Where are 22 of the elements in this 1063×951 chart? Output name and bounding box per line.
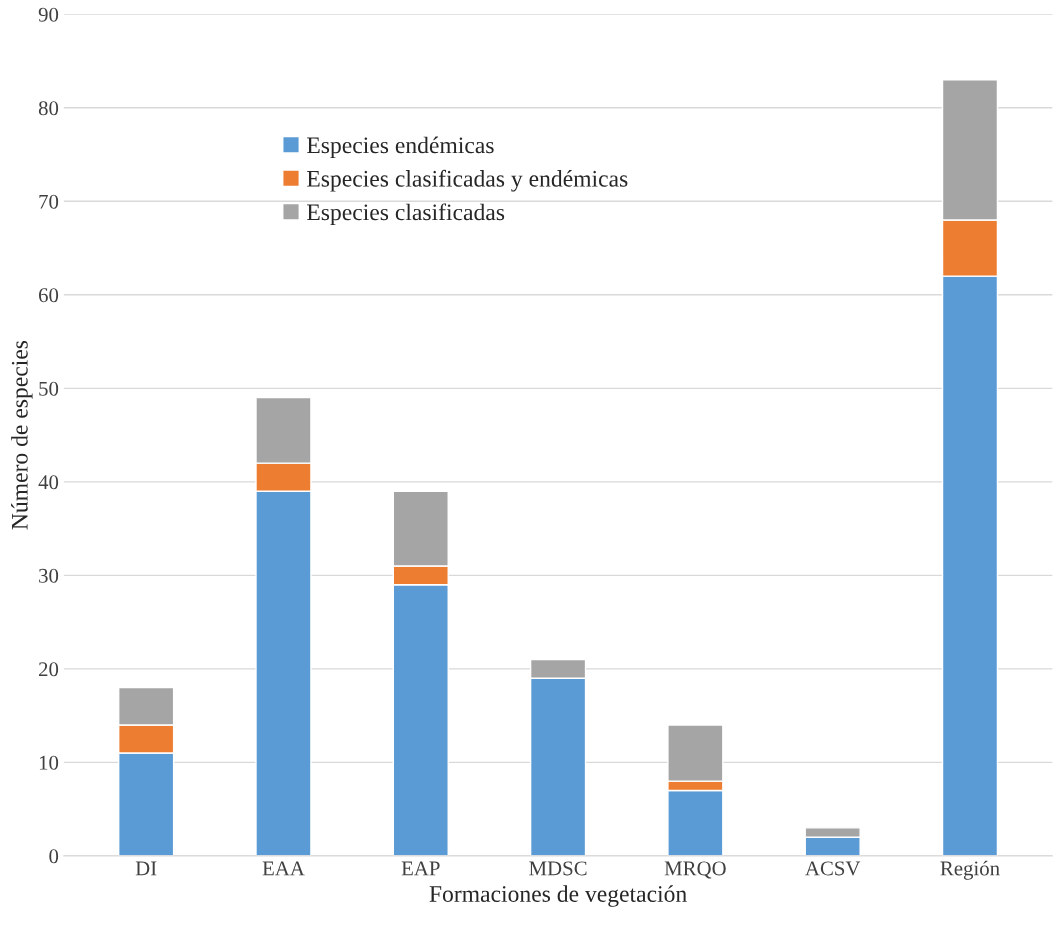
y-tick-label: 90	[38, 7, 59, 22]
legend-label: Especies clasificadas y endémicas	[307, 169, 628, 192]
x-tick-label: MDSC	[529, 861, 587, 876]
y-tick-label: 10	[39, 755, 59, 770]
y-tick-label: 40	[38, 475, 59, 490]
x-tick-label: EAA	[262, 861, 305, 876]
x-tick-label: MRQO	[664, 861, 726, 879]
y-tick-label: 50	[39, 381, 59, 396]
x-tick-label: ACSV	[805, 861, 861, 876]
y-tick-label: 60	[38, 288, 59, 303]
y-axis-title: Número de especies	[11, 340, 33, 530]
y-tick-label: 20	[39, 662, 59, 677]
y-tick-label: 80	[38, 101, 59, 116]
x-axis-title: Formaciones de vegetación	[429, 885, 687, 907]
y-tick-label: 0	[49, 849, 59, 864]
x-tick-label: EAP	[401, 861, 440, 876]
x-tick-label: Región	[940, 860, 1000, 880]
y-tick-label: 30	[39, 568, 59, 583]
legend-label: Especies clasificadas	[307, 203, 505, 226]
x-tick-label: DI	[135, 861, 157, 876]
y-tick-label: 70	[39, 194, 59, 209]
legend-label: Especies endémicas	[307, 136, 494, 159]
